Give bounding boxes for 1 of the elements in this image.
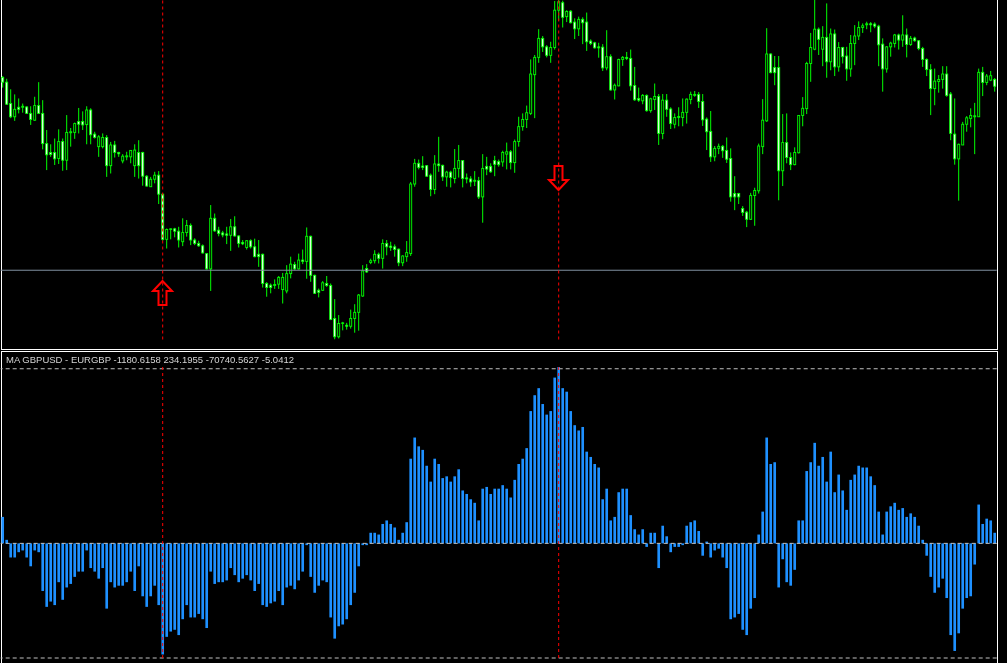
chart-title: MA GBPUSD - EURGBP -1180.6158 234.1955 -70740.5627 -5.0412 bbox=[6, 354, 294, 366]
